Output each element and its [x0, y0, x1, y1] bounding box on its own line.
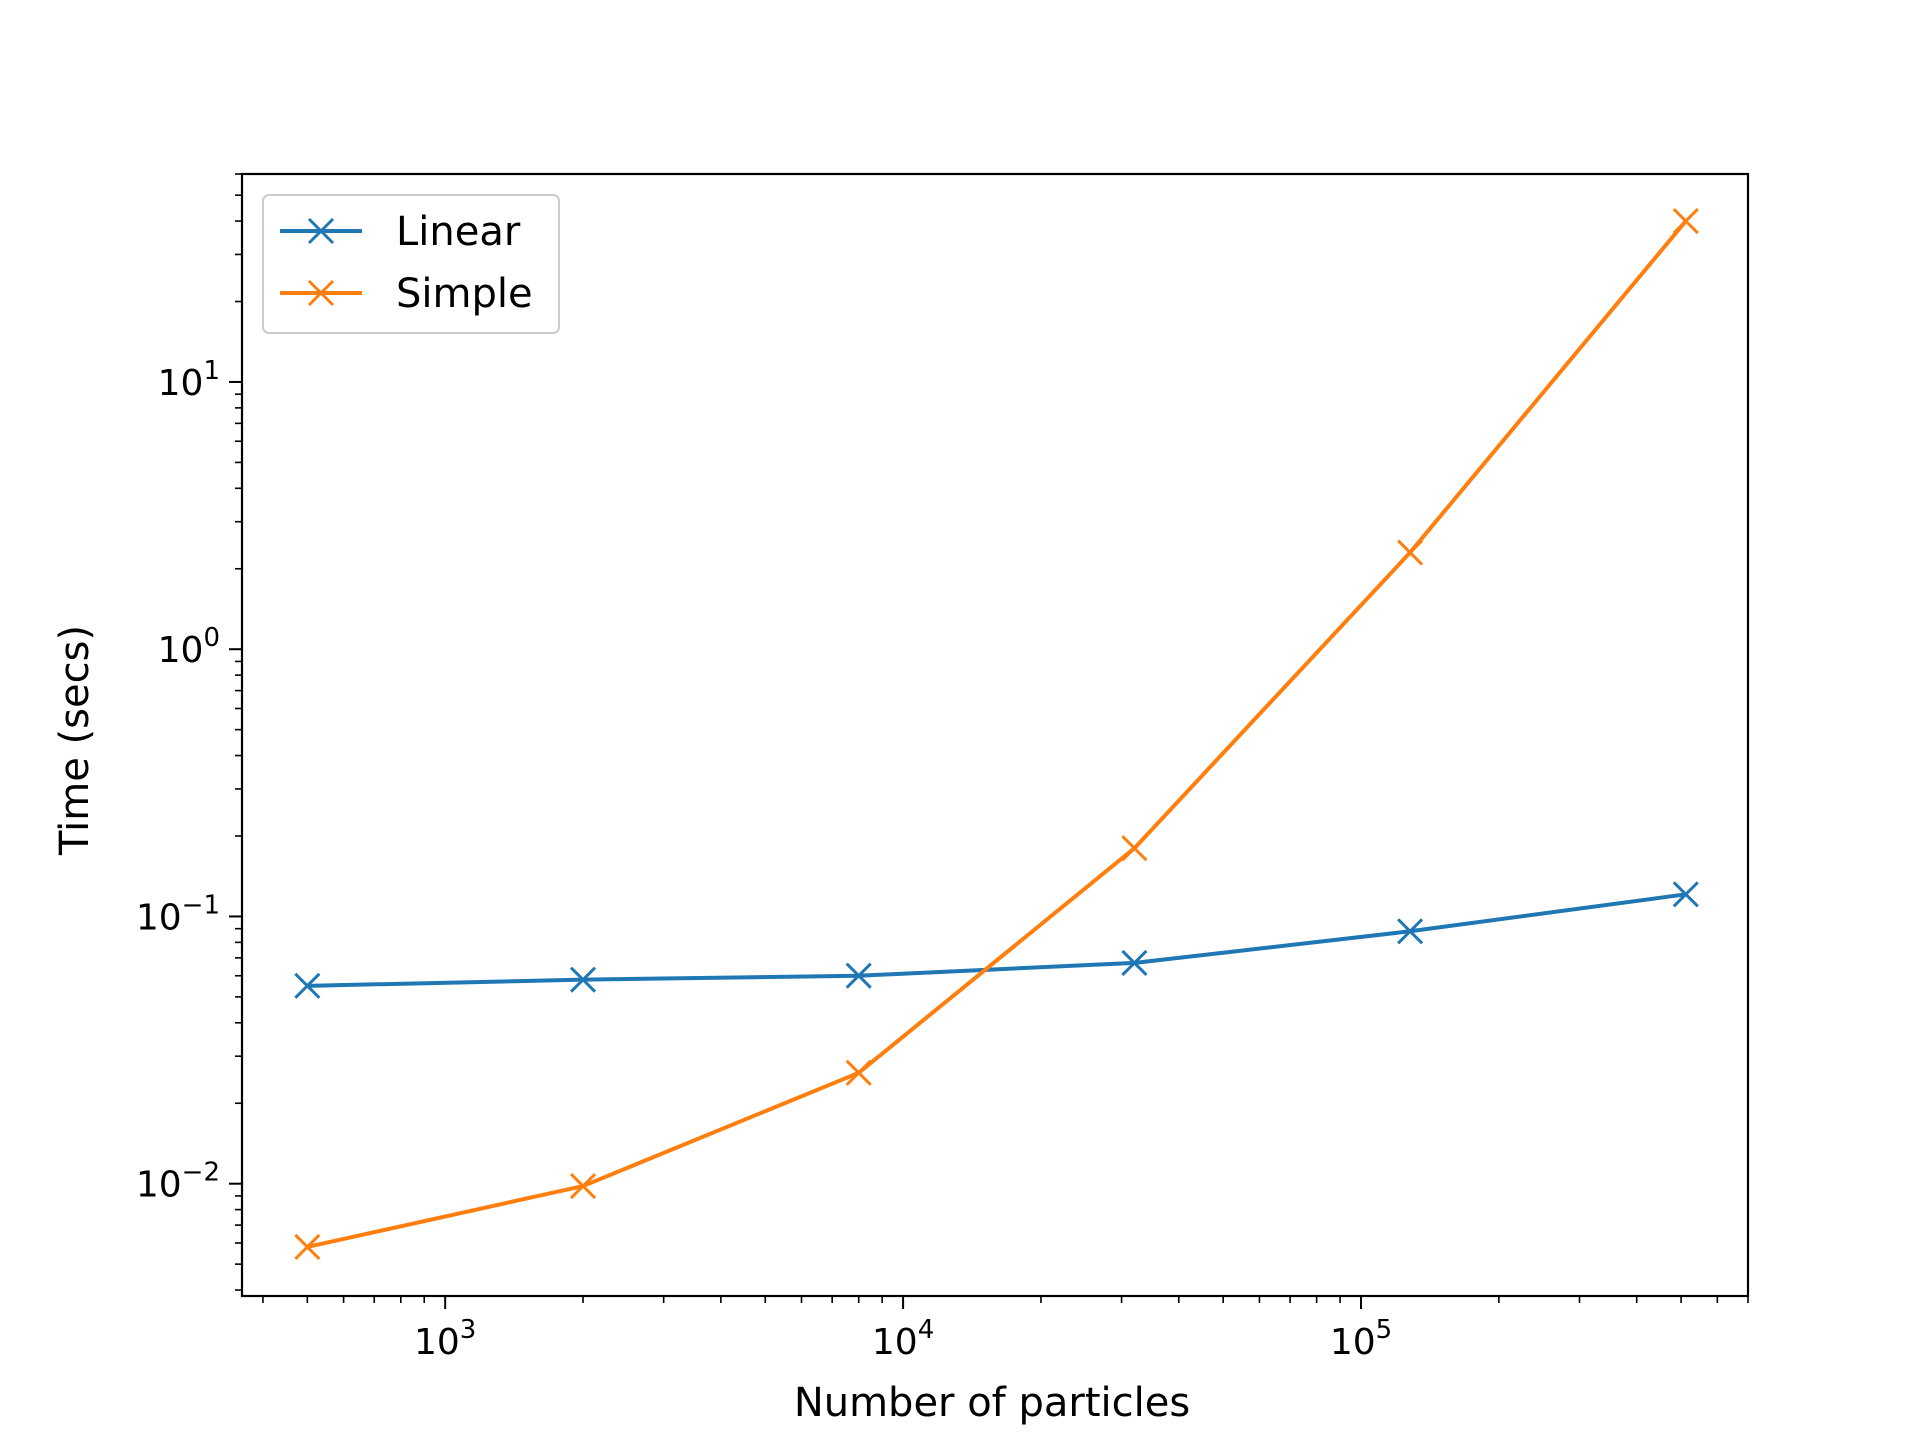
x-tick-label: 103 — [414, 1315, 476, 1363]
data-point-linear — [1121, 949, 1148, 976]
series-line-simple — [305, 219, 1688, 1249]
data-point-linear — [294, 972, 321, 999]
x-axis-label: Number of particles — [794, 1380, 1190, 1426]
axes-frame — [240, 172, 1750, 1298]
legend: Linear Simple — [262, 194, 560, 334]
data-point-linear — [569, 966, 597, 993]
series-layer — [294, 207, 1699, 1260]
data-point-simple — [845, 1059, 872, 1086]
y-tick-label: 100 — [158, 623, 220, 671]
legend-label-simple: Simple — [396, 271, 533, 317]
data-point-simple — [1121, 835, 1148, 862]
y-axis-ticks: 10−2 10−1 100 101 — [136, 173, 242, 1291]
y-tick-label: 101 — [158, 356, 220, 404]
x-tick-label: 104 — [872, 1315, 934, 1363]
legend-marker-simple — [307, 279, 335, 307]
series-line-linear — [305, 892, 1688, 988]
x-axis-ticks: 103 104 105 — [262, 1296, 1749, 1363]
data-point-linear — [845, 962, 872, 989]
y-tick-label: 10−2 — [136, 1158, 220, 1206]
data-point-simple — [1397, 539, 1424, 566]
data-point-simple — [1672, 207, 1699, 235]
data-point-linear — [1397, 918, 1424, 945]
y-tick-label: 10−1 — [136, 890, 220, 938]
legend-label-linear: Linear — [396, 209, 521, 255]
y-axis-label: Time (secs) — [52, 625, 98, 856]
x-tick-label: 105 — [1330, 1315, 1392, 1363]
legend-marker-linear — [307, 217, 335, 245]
data-point-simple — [294, 1233, 321, 1260]
data-point-simple — [569, 1172, 597, 1200]
data-point-linear — [1672, 881, 1699, 908]
